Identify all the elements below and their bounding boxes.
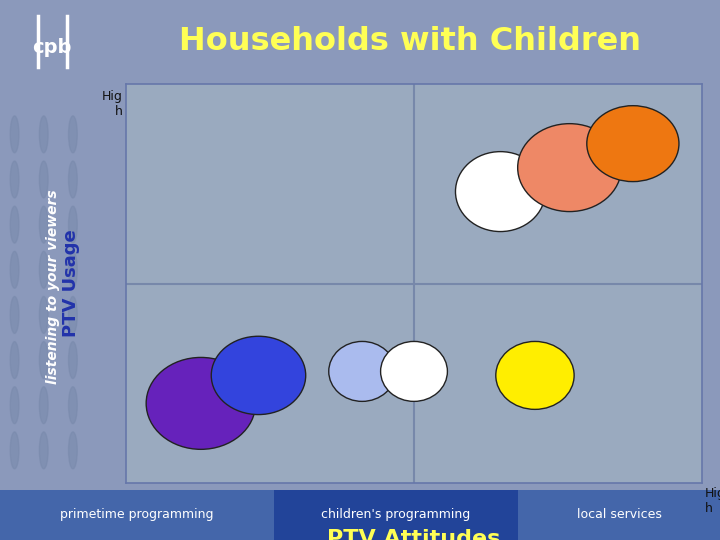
Circle shape <box>40 296 48 333</box>
Ellipse shape <box>329 341 395 401</box>
Circle shape <box>40 387 48 424</box>
Circle shape <box>68 342 77 379</box>
Circle shape <box>68 387 77 424</box>
Circle shape <box>10 342 19 379</box>
Circle shape <box>68 432 77 469</box>
Circle shape <box>10 116 19 153</box>
Circle shape <box>68 206 77 243</box>
Ellipse shape <box>496 341 574 409</box>
Text: PTV Usage: PTV Usage <box>62 230 80 338</box>
Circle shape <box>40 116 48 153</box>
Ellipse shape <box>381 341 447 401</box>
Circle shape <box>40 251 48 288</box>
Text: Hig
h: Hig h <box>102 90 123 118</box>
Bar <box>518 490 720 540</box>
Text: PTV Attitudes: PTV Attitudes <box>328 529 500 540</box>
Circle shape <box>68 161 77 198</box>
Circle shape <box>40 206 48 243</box>
Text: Hig
h: Hig h <box>705 487 720 515</box>
Bar <box>0 490 274 540</box>
Ellipse shape <box>456 152 545 232</box>
Circle shape <box>10 296 19 333</box>
Circle shape <box>68 251 77 288</box>
Bar <box>274 490 518 540</box>
Ellipse shape <box>587 106 679 181</box>
Text: children's programming: children's programming <box>321 508 471 522</box>
Circle shape <box>40 161 48 198</box>
Circle shape <box>10 387 19 424</box>
Text: cpb: cpb <box>32 38 72 57</box>
Circle shape <box>10 206 19 243</box>
Text: listening to your viewers: listening to your viewers <box>47 189 60 383</box>
Circle shape <box>10 432 19 469</box>
Text: primetime programming: primetime programming <box>60 508 214 522</box>
Circle shape <box>68 296 77 333</box>
Ellipse shape <box>146 357 256 449</box>
Circle shape <box>10 251 19 288</box>
Circle shape <box>10 161 19 198</box>
Text: local services: local services <box>577 508 662 522</box>
Circle shape <box>68 116 77 153</box>
Ellipse shape <box>211 336 306 415</box>
Text: Households with Children: Households with Children <box>179 26 642 57</box>
Circle shape <box>40 342 48 379</box>
Ellipse shape <box>518 124 621 212</box>
Circle shape <box>40 432 48 469</box>
